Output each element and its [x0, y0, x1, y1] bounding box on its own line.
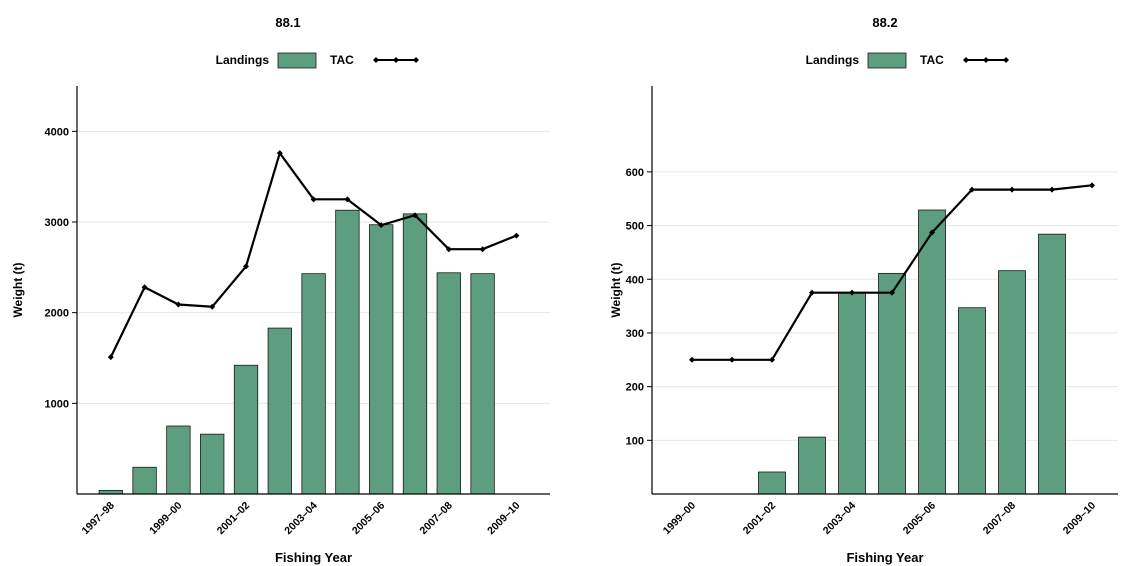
- bar-landings: [1038, 233, 1066, 495]
- tac-point: [445, 246, 452, 253]
- tac-point: [141, 284, 148, 291]
- tac-point: [769, 356, 775, 363]
- x-tick-label: 2009–10: [1061, 500, 1099, 538]
- y-axis-label: Weight (t): [609, 262, 623, 317]
- bar-landings: [798, 436, 826, 495]
- chart-panel-88-2: 100 200 300 400 500 600 1999–00 2001–02 2003–04 2…: [609, 15, 1118, 565]
- x-tick-label: 2005–06: [350, 500, 388, 538]
- x-tick-label: 2001–02: [215, 500, 253, 538]
- bar-landings: [166, 425, 191, 495]
- x-tick-label: 2009–10: [485, 500, 523, 538]
- bar-landings: [470, 273, 495, 495]
- tac-point: [809, 289, 815, 296]
- x-tick-label: 2003–04: [282, 500, 320, 538]
- x-tick-label: 2007–08: [981, 500, 1019, 538]
- bar-landings: [301, 273, 326, 495]
- legend-marker-tac: [393, 57, 399, 63]
- y-tick-label: 300: [626, 328, 644, 340]
- bar-landings: [132, 466, 157, 495]
- tac-point: [276, 150, 283, 157]
- tac-point: [107, 354, 114, 361]
- tac-point: [729, 356, 735, 363]
- bar-landings: [838, 292, 866, 495]
- tac-point: [479, 246, 486, 253]
- y-tick-label: 200: [626, 382, 644, 394]
- x-axis-label: Fishing Year: [275, 550, 352, 565]
- legend-marker-tac: [373, 57, 379, 63]
- bar-landings: [233, 364, 259, 495]
- tac-point: [344, 196, 351, 203]
- y-tick-label: 100: [626, 435, 644, 447]
- legend-marker-tac: [1003, 57, 1009, 63]
- y-tick-label: 1000: [45, 398, 69, 410]
- tac-point: [1049, 186, 1055, 193]
- bar-landings: [998, 270, 1026, 495]
- tac-point: [175, 301, 182, 308]
- x-tick-label: 1997–98: [80, 500, 118, 538]
- tac-point: [209, 303, 216, 310]
- tac-point: [243, 263, 249, 270]
- y-tick-label: 3000: [45, 217, 69, 229]
- bar-landings: [200, 433, 225, 495]
- bar-landings: [436, 272, 461, 495]
- bar-landings: [918, 209, 946, 495]
- y-tick-label: 400: [626, 274, 644, 286]
- x-tick-label: 1999–00: [661, 500, 699, 538]
- y-tick-label: 600: [626, 167, 644, 179]
- bar-landings: [335, 209, 360, 495]
- chart-panel-88-1: 1000 2000 3000 4000 1997–98 1999–00 2001–02 200…: [11, 15, 550, 565]
- legend-label-tac: TAC: [920, 53, 944, 67]
- x-tick-label: 2005–06: [901, 500, 939, 538]
- legend-swatch-landings: [867, 52, 907, 69]
- x-tick-label: 1999–00: [147, 500, 185, 538]
- legend-marker-tac: [983, 57, 989, 63]
- x-tick-label: 2003–04: [821, 500, 859, 538]
- tac-point: [849, 289, 855, 296]
- tac-point: [929, 229, 935, 236]
- bar-landings: [758, 471, 786, 495]
- tac-point: [412, 212, 418, 219]
- chart-title: 88.2: [872, 15, 897, 30]
- x-tick-label: 2007–08: [418, 500, 456, 538]
- chart-title: 88.1: [275, 15, 300, 30]
- legend-swatch-landings: [277, 52, 317, 69]
- tac-point: [378, 222, 385, 229]
- tac-point: [689, 356, 695, 363]
- tac-point: [1089, 182, 1095, 189]
- bar-landings: [369, 224, 394, 495]
- legend-label-tac: TAC: [330, 53, 354, 67]
- tac-point: [1009, 186, 1015, 193]
- x-tick-label: 2001–02: [741, 500, 779, 538]
- legend-marker-tac: [413, 57, 419, 63]
- tac-point: [513, 232, 520, 239]
- x-axis-label: Fishing Year: [846, 550, 923, 565]
- legend: Landings TAC: [216, 52, 419, 69]
- y-axis-label: Weight (t): [11, 262, 25, 317]
- legend-label-landings: Landings: [216, 53, 270, 67]
- tac-point: [310, 196, 317, 203]
- tac-point: [889, 289, 895, 296]
- bar-landings: [958, 307, 986, 495]
- bar-landings: [402, 213, 428, 495]
- y-tick-label: 2000: [45, 308, 69, 320]
- bar-landings: [267, 327, 292, 495]
- y-tick-label: 500: [626, 221, 644, 233]
- legend: Landings TAC: [806, 52, 1009, 69]
- legend-marker-tac: [963, 57, 969, 63]
- y-tick-label: 4000: [45, 126, 69, 138]
- bar-landings: [878, 272, 906, 495]
- legend-label-landings: Landings: [806, 53, 860, 67]
- tac-point: [969, 186, 975, 193]
